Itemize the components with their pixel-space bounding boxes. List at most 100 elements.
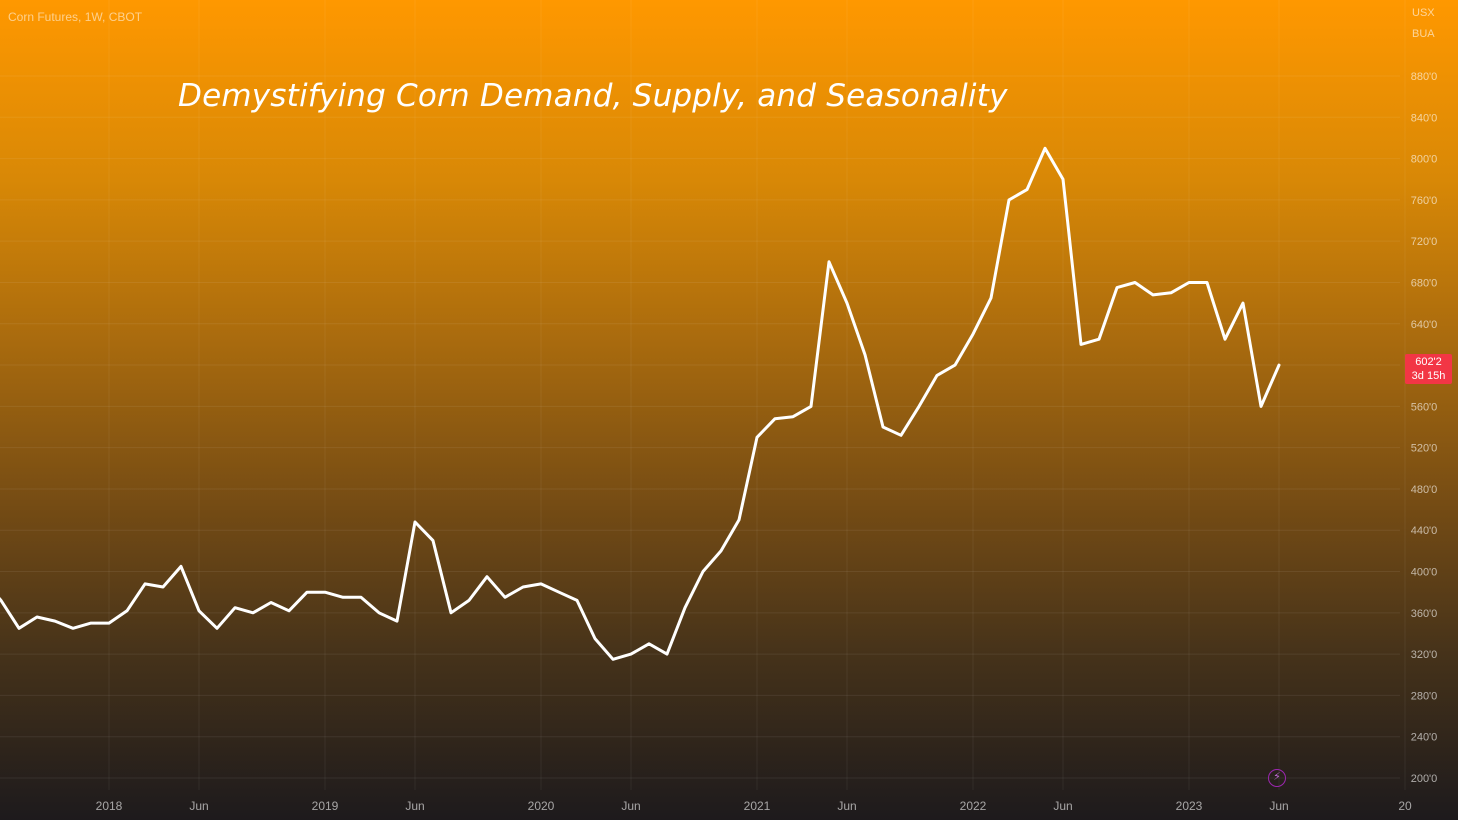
- data-point: [288, 609, 291, 612]
- data-point: [594, 637, 597, 640]
- x-tick-label: Jun: [405, 799, 424, 813]
- data-point: [666, 653, 669, 656]
- data-point: [1206, 281, 1209, 284]
- data-point: [1134, 281, 1137, 284]
- data-point: [1098, 338, 1101, 341]
- data-point: [702, 570, 705, 573]
- x-tick-label: 20: [1398, 799, 1412, 813]
- data-point: [630, 653, 633, 656]
- data-point: [1242, 302, 1245, 305]
- data-point: [162, 586, 165, 589]
- data-point: [1062, 178, 1065, 181]
- y-tick-label: 280'0: [1411, 690, 1438, 702]
- data-point: [576, 599, 579, 602]
- chart-title: Demystifying Corn Demand, Supply, and Se…: [178, 78, 1008, 114]
- data-point: [1224, 338, 1227, 341]
- data-point: [954, 364, 957, 367]
- x-tick-label: Jun: [1053, 799, 1072, 813]
- data-point: [108, 622, 111, 625]
- data-point: [684, 606, 687, 609]
- y-tick-label: 720'0: [1411, 236, 1438, 248]
- y-tick-label: 440'0: [1411, 525, 1438, 537]
- y-tick-label: 520'0: [1411, 443, 1438, 455]
- data-point: [1080, 343, 1083, 346]
- data-point: [612, 658, 615, 661]
- y-axis: 200'0 240'0 280'0 320'0 360'0 400'0 440'0 480'0…: [1411, 71, 1438, 785]
- data-point: [414, 521, 417, 524]
- y-tick-label: 360'0: [1411, 608, 1438, 620]
- data-point: [36, 616, 39, 619]
- data-point: [270, 601, 273, 604]
- data-point: [1170, 291, 1173, 294]
- symbol-info[interactable]: Corn Futures, 1W, CBOT: [8, 10, 143, 24]
- y-tick-label: 640'0: [1411, 319, 1438, 331]
- bar-countdown: 3d 15h: [1411, 370, 1446, 382]
- data-point: [360, 596, 363, 599]
- data-point: [126, 609, 129, 612]
- data-point: [918, 405, 921, 408]
- last-price: 602'2: [1415, 356, 1442, 368]
- data-point: [1278, 364, 1281, 367]
- data-point: [180, 565, 183, 568]
- data-point: [306, 591, 309, 594]
- y-tick-label: 760'0: [1411, 195, 1438, 207]
- data-point: [648, 642, 651, 645]
- data-point: [1188, 281, 1191, 284]
- data-point: [396, 620, 399, 623]
- data-point: [828, 260, 831, 263]
- data-point: [972, 333, 975, 336]
- data-point: [378, 611, 381, 614]
- data-point: [756, 436, 759, 439]
- data-point: [1044, 147, 1047, 150]
- x-tick-label: 2022: [960, 799, 987, 813]
- x-tick-label: 2020: [528, 799, 555, 813]
- data-point: [774, 417, 777, 420]
- data-point: [792, 415, 795, 418]
- y-tick-label: 320'0: [1411, 649, 1438, 661]
- x-tick-label: 2021: [744, 799, 771, 813]
- unit-label[interactable]: BUA: [1412, 28, 1435, 40]
- series-line: [0, 146, 1281, 661]
- data-point: [738, 518, 741, 521]
- data-point: [324, 591, 327, 594]
- data-point: [936, 374, 939, 377]
- data-point: [558, 591, 561, 594]
- x-tick-label: Jun: [189, 799, 208, 813]
- data-point: [846, 302, 849, 305]
- y-tick-label: 240'0: [1411, 732, 1438, 744]
- x-axis: 2018 Jun 2019 Jun 2020 Jun 2021 Jun 2022 Jun 2023 J…: [96, 799, 1412, 813]
- data-point: [234, 606, 237, 609]
- data-point: [720, 549, 723, 552]
- y-tick-label: 840'0: [1411, 112, 1438, 124]
- data-point: [1260, 405, 1263, 408]
- series-layer: [0, 146, 1281, 661]
- data-point: [486, 575, 489, 578]
- data-point: [72, 627, 75, 630]
- data-point: [1026, 188, 1029, 191]
- data-point: [468, 599, 471, 602]
- data-point: [810, 405, 813, 408]
- x-tick-label: Jun: [837, 799, 856, 813]
- grid-lines: [0, 0, 1405, 790]
- y-tick-label: 480'0: [1411, 484, 1438, 496]
- y-tick-label: 560'0: [1411, 401, 1438, 413]
- last-price-tag: 602'2 3d 15h: [1405, 354, 1452, 384]
- y-tick-label: 680'0: [1411, 277, 1438, 289]
- lightning-icon[interactable]: ⚡: [1268, 769, 1286, 787]
- data-point: [144, 582, 147, 585]
- data-point: [90, 622, 93, 625]
- data-point: [882, 426, 885, 429]
- y-tick-label: 800'0: [1411, 154, 1438, 166]
- data-point: [900, 434, 903, 437]
- currency-label[interactable]: USX: [1412, 7, 1435, 19]
- data-point: [864, 353, 867, 356]
- data-point: [1008, 198, 1011, 201]
- data-point: [990, 297, 993, 300]
- data-point: [432, 539, 435, 542]
- data-point: [18, 627, 21, 630]
- data-point: [1116, 286, 1119, 289]
- x-tick-label: 2018: [96, 799, 123, 813]
- data-point: [1152, 293, 1155, 296]
- data-point: [450, 611, 453, 614]
